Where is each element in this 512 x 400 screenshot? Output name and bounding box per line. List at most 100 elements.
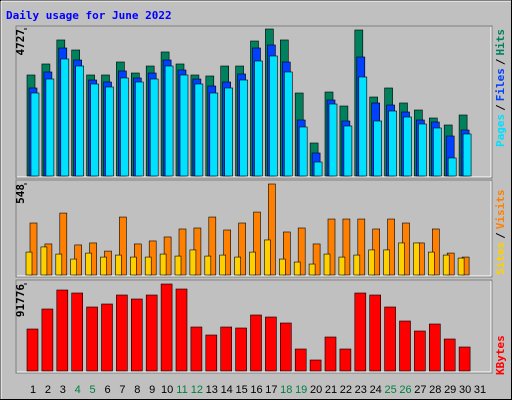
- bar: [369, 294, 382, 372]
- bar: [432, 127, 442, 177]
- legend-entry: Hits: [494, 29, 507, 56]
- bar: [29, 222, 38, 276]
- x-tick-label: 5: [90, 384, 96, 396]
- bar: [86, 306, 98, 372]
- x-tick-label: 3: [60, 384, 66, 396]
- bar: [204, 255, 212, 276]
- bar: [358, 76, 368, 177]
- bar: [293, 261, 301, 276]
- x-tick-label: 22: [340, 384, 352, 396]
- bar: [338, 256, 346, 276]
- bar: [55, 253, 63, 276]
- bar: [298, 126, 308, 177]
- legend-entry: Visits: [494, 190, 507, 230]
- bar: [56, 289, 69, 372]
- bar: [116, 294, 128, 372]
- legend-entry: Files: [494, 68, 507, 101]
- bar: [30, 92, 40, 177]
- bar: [278, 258, 286, 276]
- x-tick-label: 28: [429, 384, 441, 396]
- bar: [189, 249, 197, 276]
- bar: [234, 256, 241, 276]
- legend: KBytes: [494, 335, 507, 375]
- bar: [235, 327, 247, 372]
- legend: Sites / Visits: [494, 190, 507, 276]
- bar: [413, 242, 420, 276]
- bar: [312, 243, 321, 276]
- bar: [160, 283, 173, 372]
- bar: [159, 253, 167, 276]
- bar: [313, 161, 323, 177]
- bar: [75, 65, 84, 177]
- bar: [135, 81, 144, 177]
- legend-entry: KBytes: [494, 335, 507, 375]
- bar: [130, 256, 137, 276]
- x-tick-label: 26: [399, 384, 411, 396]
- bar: [353, 254, 361, 276]
- x-tick-label: 23: [355, 384, 367, 396]
- x-tick-label: 19: [295, 384, 307, 396]
- bar: [120, 77, 129, 177]
- x-tick-label: 17: [265, 384, 277, 396]
- bar: [368, 249, 376, 276]
- x-tick-label: 2: [45, 384, 51, 396]
- bar: [283, 71, 293, 177]
- bar: [40, 246, 48, 276]
- bar: [59, 212, 68, 276]
- bar: [25, 251, 33, 276]
- bar: [323, 253, 331, 276]
- x-tick-label: 18: [280, 384, 292, 396]
- bar: [239, 79, 248, 177]
- bar: [324, 336, 337, 372]
- bar: [387, 218, 395, 276]
- bar: [384, 306, 396, 372]
- bar: [175, 288, 188, 372]
- bar: [253, 211, 261, 276]
- legend: Pages / Files / Hits: [494, 29, 507, 147]
- bar: [308, 263, 316, 276]
- x-tick-label: 21: [325, 384, 337, 396]
- bar: [418, 123, 427, 177]
- bar: [268, 183, 276, 276]
- legend-separator: /: [494, 232, 507, 239]
- bar: [399, 320, 411, 372]
- legend-entry: Sites: [494, 242, 507, 275]
- bar: [220, 326, 232, 372]
- bar: [457, 257, 465, 276]
- bar: [354, 292, 367, 372]
- x-tick-label: 16: [250, 384, 262, 396]
- bar: [339, 348, 352, 372]
- bar: [144, 256, 152, 276]
- bar: [279, 322, 292, 372]
- chart-title: Daily usage for June 2022: [6, 9, 172, 22]
- bar: [383, 249, 390, 276]
- x-tick-label: 30: [459, 384, 471, 396]
- bar: [205, 334, 218, 372]
- bar: [115, 254, 122, 276]
- bar: [458, 346, 471, 372]
- bar: [342, 218, 351, 276]
- bar: [264, 239, 271, 276]
- bar: [442, 254, 450, 276]
- bar: [101, 303, 113, 372]
- x-tick-label: 24: [370, 384, 382, 396]
- bar: [149, 78, 159, 177]
- bar: [309, 359, 322, 372]
- bar: [100, 256, 107, 276]
- bar: [282, 231, 291, 276]
- bar: [238, 222, 246, 276]
- legend-separator: /: [494, 58, 507, 65]
- x-tick-label: 20: [310, 384, 322, 396]
- x-tick-label: 11: [176, 384, 187, 396]
- x-tick-label: 10: [161, 384, 173, 396]
- bar: [297, 227, 306, 276]
- x-tick-label: 29: [444, 384, 456, 396]
- bar: [145, 294, 158, 372]
- bar: [174, 255, 182, 276]
- bar: [26, 328, 39, 372]
- bar: [105, 86, 114, 177]
- bar: [45, 78, 55, 177]
- bar: [414, 330, 426, 372]
- x-tick-label: 25: [384, 384, 396, 396]
